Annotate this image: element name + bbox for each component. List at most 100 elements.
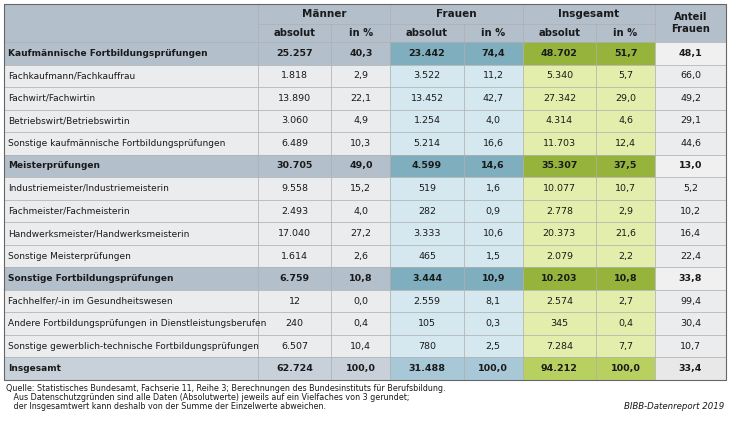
Text: 345: 345 [550,319,569,328]
Bar [258,110,331,132]
Bar [258,290,331,312]
Bar [391,132,464,155]
Bar [391,290,464,312]
Bar [523,335,596,357]
Bar [331,110,391,132]
Bar [391,110,464,132]
Text: 22,4: 22,4 [680,251,701,260]
Bar [596,110,655,132]
Bar [258,24,331,42]
Text: 10,8: 10,8 [614,274,637,283]
Bar [4,200,258,222]
Text: 240: 240 [285,319,304,328]
Text: 0,0: 0,0 [353,297,369,305]
Text: 1.818: 1.818 [281,71,308,80]
Text: Sonstige gewerblich-technische Fortbildungsprüfungen: Sonstige gewerblich-technische Fortbildu… [8,342,259,351]
Bar [655,155,726,177]
Bar [331,24,391,42]
Text: 37,5: 37,5 [614,162,637,171]
Text: 27,2: 27,2 [350,229,372,238]
Bar [4,312,258,335]
Bar [258,312,331,335]
Text: 48,1: 48,1 [679,49,702,58]
Bar [258,335,331,357]
Bar [331,312,391,335]
Text: 2,9: 2,9 [353,71,369,80]
Text: 13.890: 13.890 [278,94,311,103]
Bar [523,132,596,155]
Text: Fachkaufmann/Fachkauffrau: Fachkaufmann/Fachkauffrau [8,71,135,80]
Bar [655,64,726,87]
Bar [523,357,596,380]
Bar [464,24,523,42]
Bar [258,177,331,200]
Bar [331,357,391,380]
Text: Fachmeister/Fachmeisterin: Fachmeister/Fachmeisterin [8,206,130,216]
Bar [4,290,258,312]
Bar [331,222,391,245]
Text: 3.522: 3.522 [413,71,441,80]
Bar [523,4,655,24]
Bar [523,222,596,245]
Bar [391,222,464,245]
Bar [596,222,655,245]
Bar [596,267,655,290]
Text: 10,4: 10,4 [350,342,372,351]
Bar [258,64,331,87]
Text: 35.307: 35.307 [541,162,577,171]
Text: 31.488: 31.488 [409,364,445,373]
Text: 10,9: 10,9 [482,274,505,283]
Bar [391,200,464,222]
Text: 2.079: 2.079 [546,251,573,260]
Text: 13.452: 13.452 [410,94,444,103]
Text: 465: 465 [418,251,436,260]
Bar [331,177,391,200]
Text: 2,5: 2,5 [485,342,501,351]
Text: 10,7: 10,7 [680,342,701,351]
Text: 10,7: 10,7 [615,184,636,193]
Bar [4,4,726,380]
Text: Sonstige Meisterprüfungen: Sonstige Meisterprüfungen [8,251,131,260]
Text: Fachwirt/Fachwirtin: Fachwirt/Fachwirtin [8,94,95,103]
Bar [596,177,655,200]
Text: 6.507: 6.507 [281,342,308,351]
Text: 2.574: 2.574 [546,297,573,305]
Text: Männer: Männer [302,9,347,19]
Text: 4,9: 4,9 [353,116,369,125]
Text: Sonstige Fortbildungsprüfungen: Sonstige Fortbildungsprüfungen [8,274,174,283]
Bar [4,267,258,290]
Bar [523,155,596,177]
Bar [4,87,258,110]
Bar [464,87,523,110]
Bar [523,42,596,64]
Text: 16,6: 16,6 [483,139,504,148]
Text: 100,0: 100,0 [610,364,640,373]
Bar [4,64,258,87]
Bar [331,64,391,87]
Bar [4,42,258,64]
Text: 21,6: 21,6 [615,229,636,238]
Text: 29,1: 29,1 [680,116,701,125]
Text: in %: in % [349,28,373,38]
Text: 4,6: 4,6 [618,116,633,125]
Bar [655,132,726,155]
Text: 33,8: 33,8 [679,274,702,283]
Bar [596,200,655,222]
Bar [331,245,391,267]
Text: 3.060: 3.060 [281,116,308,125]
Text: 10,8: 10,8 [349,274,373,283]
Text: 27.342: 27.342 [543,94,576,103]
Text: 10,2: 10,2 [680,206,701,216]
Text: 49,0: 49,0 [349,162,372,171]
Bar [655,42,726,64]
Bar [596,155,655,177]
Bar [464,155,523,177]
Bar [258,155,331,177]
Bar [258,222,331,245]
Text: 14,6: 14,6 [481,162,505,171]
Bar [655,200,726,222]
Text: 282: 282 [418,206,436,216]
Text: 12: 12 [288,297,301,305]
Text: Frauen: Frauen [437,9,477,19]
Bar [596,335,655,357]
